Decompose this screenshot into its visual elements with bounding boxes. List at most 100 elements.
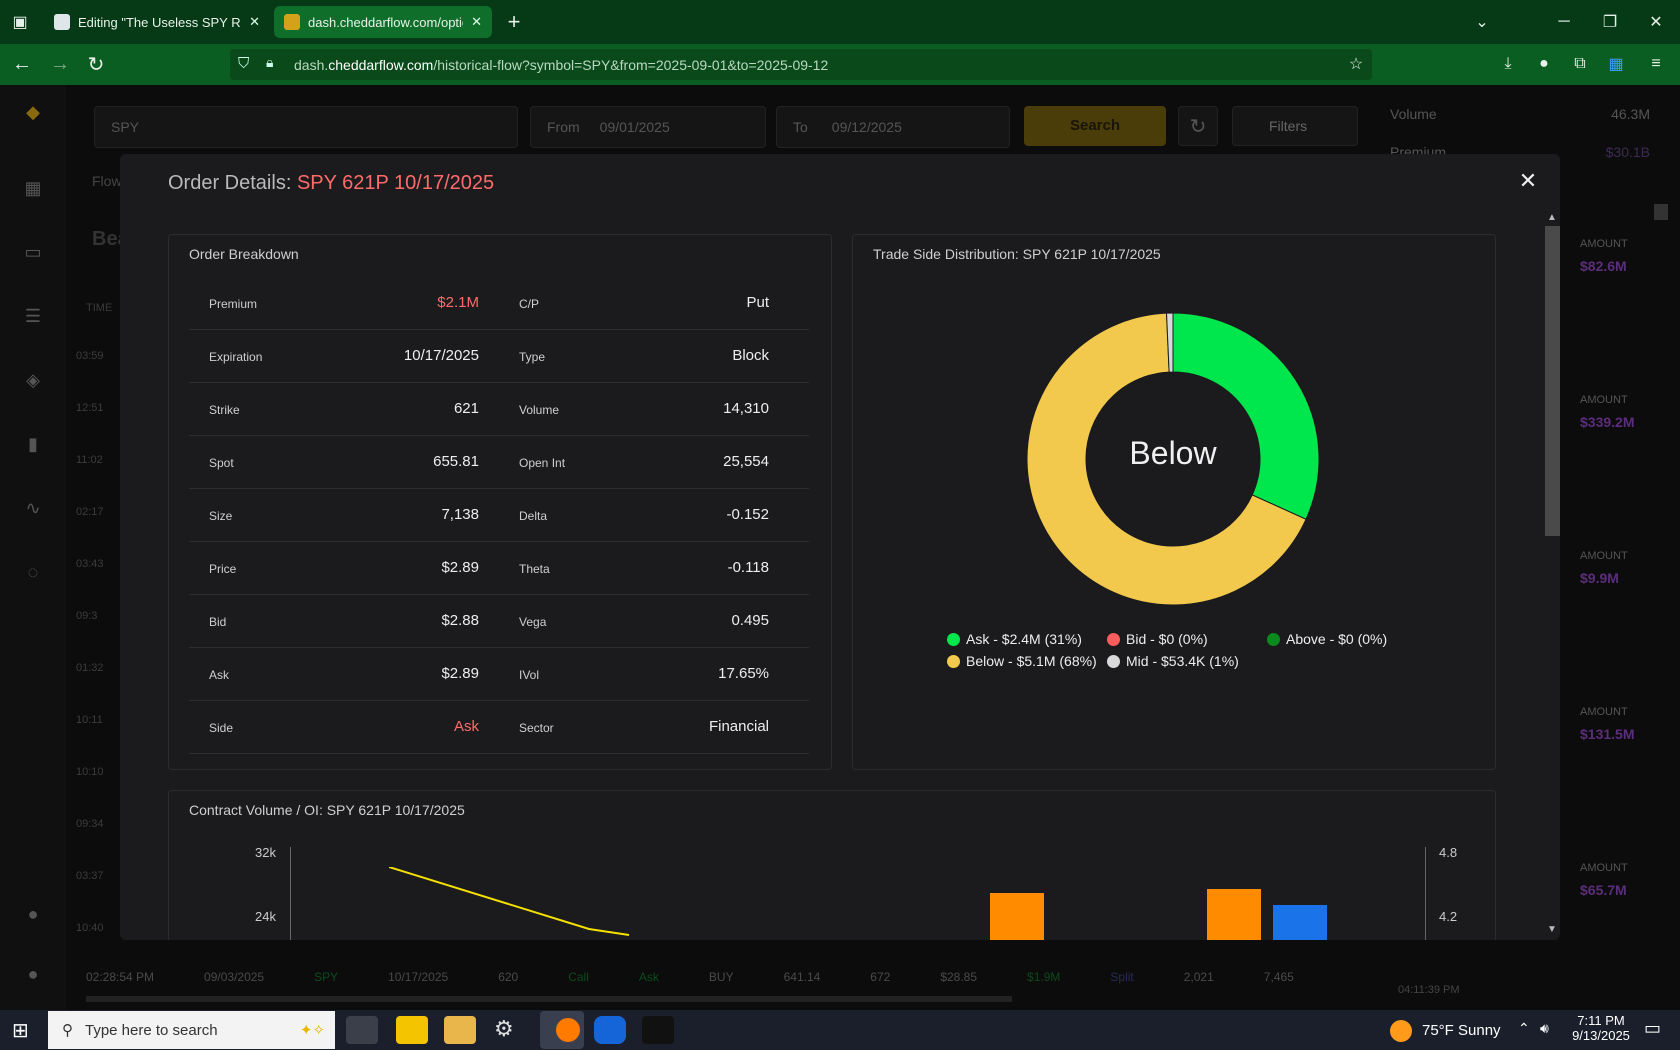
restore-icon[interactable]: ❐ [1602,14,1618,31]
layers-icon[interactable]: ◈ [26,370,40,390]
clock[interactable]: 7:11 PM 9/13/2025 [1568,1013,1634,1043]
oi-bar [1273,905,1327,940]
amount-label: AMOUNT [1580,550,1628,562]
tab-close-icon[interactable]: ✕ [471,14,482,29]
time-cell: 03:59 [76,350,104,362]
account-icon[interactable]: ● [1539,55,1549,72]
breakdown-value: Financial [708,718,769,735]
extension-badge-icon[interactable]: ▦ [1608,56,1624,73]
file-explorer-icon[interactable] [444,1016,476,1044]
tab-cheddarflow[interactable]: dash.cheddarflow.com/options- ✕ [274,6,492,38]
minimize-icon[interactable]: ─ [1558,13,1570,30]
line-chart-icon[interactable]: ∿ [25,498,41,518]
amount-value: $131.5M [1580,726,1635,742]
legend-item[interactable]: Above - $0 (0%) [1267,631,1387,647]
filters-button[interactable]: Filters [1232,106,1358,146]
scroll-up-icon[interactable]: ▲ [1547,212,1557,223]
row-oi: 7,465 [1263,970,1294,984]
tab-list-icon[interactable]: ▣ [12,14,28,31]
amount-value: $9.9M [1580,570,1619,586]
donut-slice-mid[interactable] [1165,312,1174,373]
breakdown-label: Side [209,721,234,735]
user-icon[interactable]: ● [27,964,39,984]
table-row[interactable]: 02:28:54 PM 09/03/2025 SPY 10/17/2025 62… [76,962,1366,992]
url-bar[interactable]: dash. cheddarflow.com/historical-flow?sym… [230,49,1372,80]
scroll-down-icon[interactable]: ▼ [1547,924,1557,935]
volume-stat: Volume 46.3M [1390,106,1650,122]
lightbulb-icon[interactable]: ◌ [27,562,39,582]
order-details-modal: Order Details: SPY 621P 10/17/2025 ✕ Ord… [120,154,1560,940]
donut-slice-below[interactable] [1026,312,1307,606]
amount-label: AMOUNT [1580,394,1628,406]
modal-title: Order Details: SPY 621P 10/17/2025 [168,172,494,195]
taskbar-search-input[interactable]: ⚲ Type here to search ✦✧ [48,1011,335,1049]
breakdown-value: 7,138 [441,506,479,523]
row-side: Ask [638,970,659,984]
modal-scrollbar-thumb[interactable] [1545,226,1560,536]
to-label: To [793,119,808,135]
tray-chevron-icon[interactable]: ⌃ [1518,1020,1530,1036]
notifications-icon[interactable]: ▭ [1644,1018,1662,1038]
from-date-input[interactable]: From 09/01/2025 [530,106,766,148]
forward-icon[interactable]: → [50,52,70,75]
legend-dot-icon [947,654,960,668]
horizontal-scrollbar[interactable] [86,996,1012,1002]
order-breakdown-panel: Order Breakdown Premium $2.1M C/P Put Expira… [168,234,832,770]
weather-text[interactable]: 75°F Sunny [1422,1022,1501,1039]
volume-icon[interactable]: 🔊︎ [1540,1020,1549,1036]
premium-value: $30.1B [1605,144,1650,160]
time-cell: 03:37 [76,870,104,882]
bar-chart-icon[interactable]: ▮ [28,434,38,454]
tab-close-icon[interactable]: ✕ [249,14,260,29]
close-icon[interactable]: ✕ [1518,168,1538,193]
symbol-search-input[interactable]: SPY [94,106,518,148]
shield-icon[interactable]: ⛉ [238,55,250,72]
breakdown-label: Sector [519,721,554,735]
legend-item[interactable]: Mid - $53.4K (1%) [1107,653,1239,669]
calculator-icon[interactable] [346,1016,378,1044]
breakdown-label: Vega [519,615,547,629]
legend-item[interactable]: Bid - $0 (0%) [1107,631,1208,647]
new-tab-icon[interactable]: + [507,9,521,34]
chevron-down-icon[interactable]: ⌄ [1475,14,1489,31]
legend-item[interactable]: Ask - $2.4M (31%) [947,631,1082,647]
search-button[interactable]: Search [1024,106,1166,146]
settings-gear-icon[interactable]: ⚙ [494,1016,514,1041]
legend-dot-icon [947,632,960,646]
weather-icon[interactable] [1390,1020,1412,1042]
breakdown-value: -0.118 [727,559,769,576]
flow-tab[interactable]: Flow [92,173,122,189]
side-scrollbar[interactable] [1654,204,1668,220]
panel-title: Order Breakdown [189,246,299,262]
breakdown-value: Put [746,294,769,311]
close-window-icon[interactable]: ✕ [1649,14,1663,31]
donut-slice-ask[interactable] [1172,312,1320,520]
refresh-icon[interactable]: ↻ [1178,106,1218,146]
row-time: 02:28:54 PM [86,970,155,984]
to-date-input[interactable]: To 09/12/2025 [776,106,1010,148]
reload-icon[interactable]: ↻ [87,53,105,76]
dashboard-icon[interactable]: ▦ [24,178,42,198]
menu-icon[interactable]: ≡ [1651,55,1661,72]
panel-title: Contract Volume / OI: SPY 621P 10/17/202… [189,802,465,818]
app-icon[interactable] [594,1016,626,1044]
tab-editing[interactable]: Editing "The Useless SPY Review ✕ [44,6,270,38]
trade-side-panel: Trade Side Distribution: SPY 621P 10/17/… [852,234,1496,770]
time-cell: 09:3 [76,610,98,622]
tradingview-icon[interactable] [642,1016,674,1044]
windows-start-icon[interactable]: ⊞ [12,1020,29,1042]
extensions-icon[interactable]: ⧉ [1574,55,1586,72]
download-icon[interactable]: ⤓ [1504,55,1512,72]
legend-item[interactable]: Below - $5.1M (68%) [947,653,1097,669]
sticky-notes-icon[interactable] [396,1016,428,1044]
row-type: BUY [708,970,734,984]
url-prefix: dash. [294,56,329,73]
calendar-icon[interactable]: ▭ [24,242,42,262]
row-premium: $1.9M [1027,970,1061,984]
back-icon[interactable]: ← [12,52,32,75]
list-icon[interactable]: ☰ [24,306,42,326]
legend-dot-icon [1267,632,1280,646]
bookmark-star-icon[interactable]: ☆ [1348,56,1364,73]
lock-icon[interactable]: 🔒︎ [266,54,274,70]
clock-date: 9/13/2025 [1572,1028,1630,1043]
